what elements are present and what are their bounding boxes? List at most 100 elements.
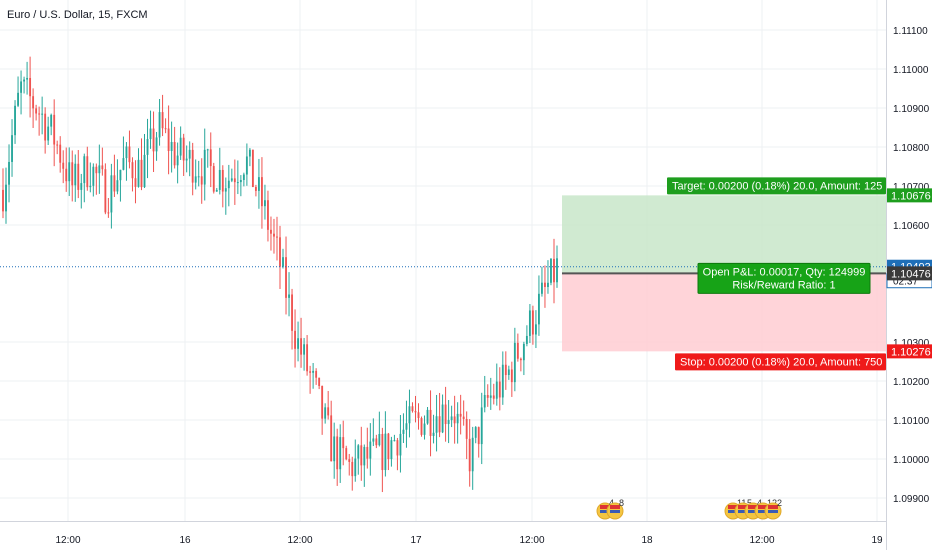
candle xyxy=(550,258,552,286)
candle-body xyxy=(270,229,272,234)
candle-body xyxy=(167,128,170,152)
candle xyxy=(492,383,495,405)
candle-body xyxy=(261,177,263,207)
candle xyxy=(363,444,366,487)
candle-body xyxy=(459,413,462,417)
candle xyxy=(95,163,98,195)
candle-body xyxy=(471,437,474,472)
candle-body xyxy=(146,139,149,155)
candle xyxy=(456,402,459,444)
chart-title: Euro / U.S. Dollar, 15, FXCM xyxy=(7,9,148,21)
event-flag-stripe xyxy=(728,505,738,509)
candle xyxy=(270,216,272,251)
candle xyxy=(477,426,480,458)
candle xyxy=(534,310,537,349)
y-axis[interactable]: 1.111001.110001.109001.108001.107001.106… xyxy=(886,0,932,550)
event-flag-stripe xyxy=(738,510,748,513)
candle-body xyxy=(77,163,80,190)
candle-body xyxy=(158,112,161,138)
candle xyxy=(528,304,531,344)
candle-body xyxy=(173,141,176,166)
candle-body xyxy=(110,175,113,213)
x-tick-label: 19 xyxy=(871,535,883,546)
candle-body xyxy=(32,96,35,109)
candle xyxy=(101,147,104,176)
candle xyxy=(20,70,22,115)
candle-body xyxy=(14,105,16,136)
candle xyxy=(143,133,146,188)
candle-body xyxy=(462,416,465,419)
candle xyxy=(372,418,375,447)
candle xyxy=(309,365,312,394)
candle-body xyxy=(417,412,420,419)
candle-body xyxy=(125,146,128,159)
candle-body xyxy=(465,418,468,439)
candle xyxy=(408,389,411,438)
candle-body xyxy=(516,342,519,359)
candle-body xyxy=(369,441,372,459)
candle xyxy=(140,138,143,191)
candle-body xyxy=(185,158,188,161)
candle xyxy=(29,56,32,118)
candle-body xyxy=(381,433,384,471)
candle-body xyxy=(282,257,284,267)
candle xyxy=(417,403,420,430)
candle-body xyxy=(339,437,342,470)
candle-body xyxy=(257,177,260,191)
candle-body xyxy=(504,364,507,376)
candle-body xyxy=(351,461,354,477)
x-tick-label: 18 xyxy=(641,535,653,546)
candle xyxy=(158,99,161,146)
candle-body xyxy=(83,156,86,184)
event-flag-stripe xyxy=(748,505,758,509)
x-tick-label: 12:00 xyxy=(55,535,80,546)
candle xyxy=(420,416,423,437)
candle-body xyxy=(152,128,155,152)
candle xyxy=(333,422,336,479)
candle-body xyxy=(95,166,98,174)
candle xyxy=(483,375,486,413)
candle-body xyxy=(8,161,10,185)
event-count: 4 xyxy=(757,498,762,508)
candle-body xyxy=(553,258,555,283)
event-flag-stripe xyxy=(610,510,620,513)
candle xyxy=(236,160,239,195)
candle-body xyxy=(507,369,510,376)
candle-body xyxy=(489,395,492,398)
candle xyxy=(212,162,215,194)
candle-body xyxy=(131,162,134,179)
candle-body xyxy=(306,344,309,372)
candle xyxy=(113,154,116,197)
candle-body xyxy=(107,212,110,214)
candle-body xyxy=(309,371,312,373)
candle xyxy=(261,157,263,229)
candle-body xyxy=(104,169,107,213)
candle xyxy=(122,136,125,171)
candle-body xyxy=(492,395,495,399)
candle-body xyxy=(191,149,194,183)
candle-body xyxy=(41,113,44,115)
candle-body xyxy=(495,381,498,399)
candle-body xyxy=(65,168,68,182)
candle xyxy=(345,445,348,461)
candle-body xyxy=(188,149,191,159)
candle xyxy=(498,367,501,411)
candle-body xyxy=(318,377,321,387)
candle xyxy=(432,414,435,444)
target-price-tag-bg xyxy=(887,188,932,203)
candle xyxy=(167,105,170,175)
candle xyxy=(556,245,558,288)
candle-body xyxy=(357,445,360,459)
candle xyxy=(354,439,357,482)
candle xyxy=(224,177,227,215)
candle-body xyxy=(387,433,390,460)
candle xyxy=(504,351,507,390)
candle-body xyxy=(143,154,146,188)
candle-body xyxy=(242,174,245,180)
candle-body xyxy=(254,187,257,191)
pnl-box-bg xyxy=(697,262,871,294)
candle-body xyxy=(513,342,516,383)
